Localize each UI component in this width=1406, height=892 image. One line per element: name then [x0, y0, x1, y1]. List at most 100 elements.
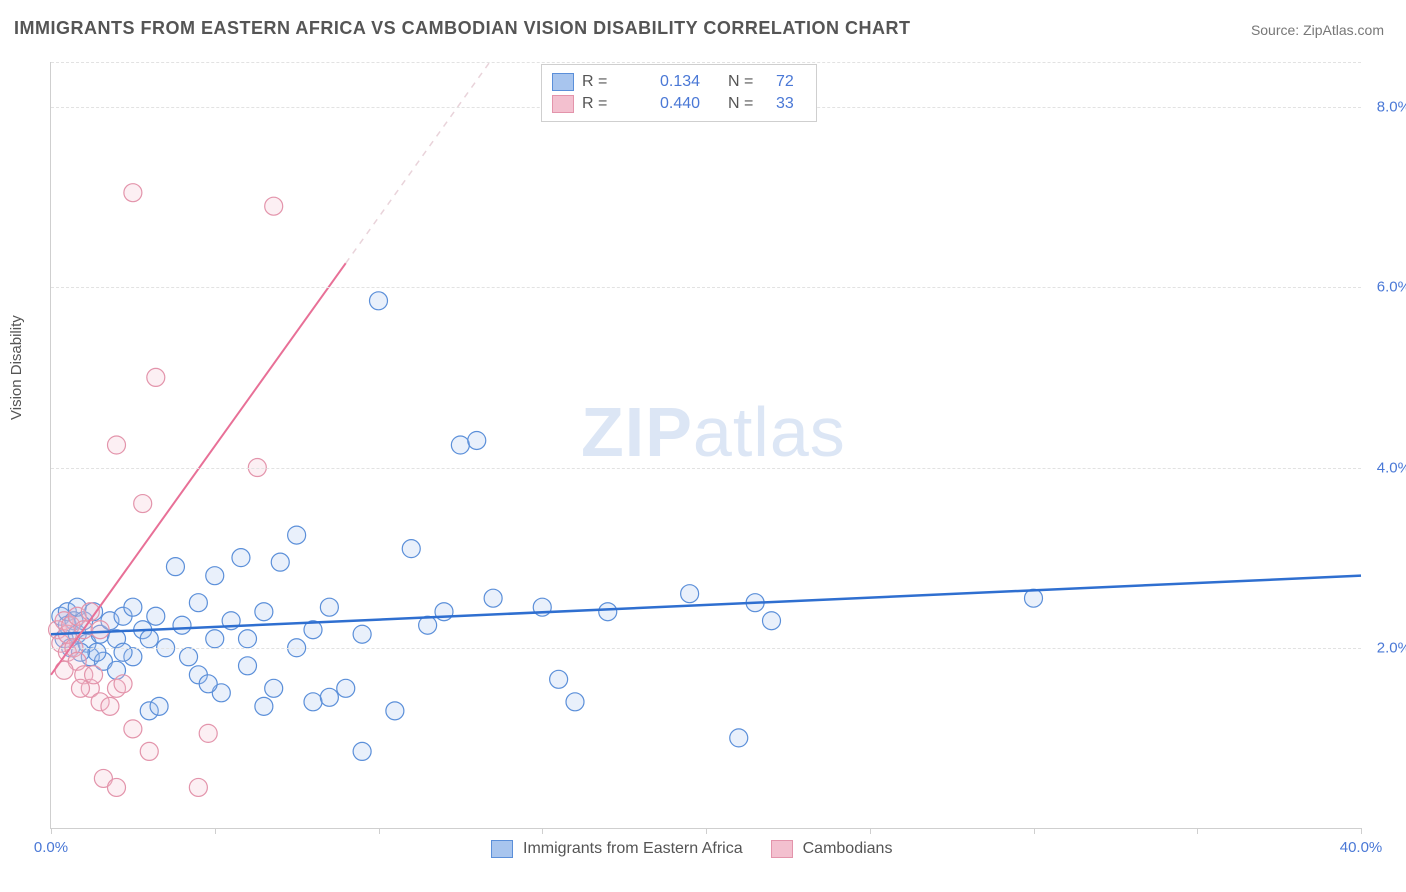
data-point	[337, 679, 355, 697]
data-point	[134, 495, 152, 513]
gridline	[51, 648, 1361, 649]
data-point	[91, 621, 109, 639]
trend-line	[51, 576, 1361, 635]
legend-n-value: 72	[776, 73, 806, 91]
data-point	[140, 630, 158, 648]
data-point	[85, 666, 103, 684]
x-tick-mark	[1361, 828, 1362, 834]
data-point	[566, 693, 584, 711]
x-tick-mark	[215, 828, 216, 834]
data-point	[304, 693, 322, 711]
data-point	[189, 778, 207, 796]
legend-swatch	[771, 840, 793, 858]
data-point	[71, 679, 89, 697]
data-point	[180, 648, 198, 666]
data-point	[206, 630, 224, 648]
data-point	[386, 702, 404, 720]
trend-line	[51, 263, 346, 675]
legend-stats-row: R = 0.134 N = 72	[552, 71, 806, 93]
legend-stats: R = 0.134 N = 72 R = 0.440 N = 33	[541, 64, 817, 122]
legend-swatch	[552, 95, 574, 113]
plot-svg	[51, 62, 1361, 828]
legend-series-label: Cambodians	[803, 840, 893, 858]
legend-r-value: 0.134	[660, 73, 720, 91]
data-point	[150, 697, 168, 715]
y-axis-label: Vision Disability	[8, 315, 25, 420]
data-point	[353, 742, 371, 760]
legend-r-value: 0.440	[660, 95, 720, 113]
data-point	[763, 612, 781, 630]
data-point	[232, 549, 250, 567]
legend-swatch	[491, 840, 513, 858]
data-point	[599, 603, 617, 621]
legend-series-label: Immigrants from Eastern Africa	[523, 840, 743, 858]
data-point	[124, 720, 142, 738]
data-point	[124, 598, 142, 616]
data-point	[255, 697, 273, 715]
source-attribution: Source: ZipAtlas.com	[1251, 22, 1384, 38]
y-tick-label: 6.0%	[1377, 279, 1406, 296]
gridline	[51, 62, 1361, 63]
data-point	[88, 643, 106, 661]
legend-swatch	[552, 73, 574, 91]
legend-stats-row: R = 0.440 N = 33	[552, 93, 806, 115]
data-point	[320, 688, 338, 706]
legend-n-label: N =	[728, 73, 768, 91]
data-point	[199, 724, 217, 742]
legend-r-label: R =	[582, 73, 652, 91]
data-point	[550, 670, 568, 688]
data-point	[1025, 589, 1043, 607]
x-tick-mark	[542, 828, 543, 834]
data-point	[108, 778, 126, 796]
data-point	[199, 675, 217, 693]
y-tick-label: 8.0%	[1377, 99, 1406, 116]
y-tick-label: 2.0%	[1377, 639, 1406, 656]
data-point	[353, 625, 371, 643]
gridline	[51, 468, 1361, 469]
data-point	[730, 729, 748, 747]
data-point	[166, 558, 184, 576]
chart-title: IMMIGRANTS FROM EASTERN AFRICA VS CAMBOD…	[14, 18, 911, 39]
data-point	[124, 184, 142, 202]
data-point	[239, 630, 257, 648]
x-tick-label: 0.0%	[34, 839, 68, 856]
x-tick-mark	[706, 828, 707, 834]
data-point	[370, 292, 388, 310]
data-point	[320, 598, 338, 616]
x-tick-mark	[1197, 828, 1198, 834]
data-point	[147, 607, 165, 625]
data-point	[108, 436, 126, 454]
data-point	[114, 675, 132, 693]
x-tick-label: 40.0%	[1340, 839, 1383, 856]
data-point	[206, 567, 224, 585]
x-tick-mark	[1034, 828, 1035, 834]
data-point	[484, 589, 502, 607]
data-point	[271, 553, 289, 571]
legend-r-label: R =	[582, 95, 652, 113]
data-point	[265, 197, 283, 215]
data-point	[239, 657, 257, 675]
gridline	[51, 287, 1361, 288]
data-point	[402, 540, 420, 558]
data-point	[173, 616, 191, 634]
data-point	[255, 603, 273, 621]
data-point	[681, 585, 699, 603]
data-point	[265, 679, 283, 697]
data-point	[147, 368, 165, 386]
x-tick-mark	[51, 828, 52, 834]
x-tick-mark	[379, 828, 380, 834]
legend-n-label: N =	[728, 95, 768, 113]
plot-area: ZIPatlas 2.0%4.0%6.0%8.0%0.0%40.0%R =0.1…	[50, 62, 1361, 829]
x-tick-mark	[870, 828, 871, 834]
y-tick-label: 4.0%	[1377, 459, 1406, 476]
data-point	[288, 526, 306, 544]
data-point	[140, 742, 158, 760]
data-point	[101, 697, 119, 715]
data-point	[468, 431, 486, 449]
data-point	[451, 436, 469, 454]
legend-n-value: 33	[776, 95, 806, 113]
data-point	[189, 594, 207, 612]
legend-series: Immigrants from Eastern Africa Cambodians	[491, 840, 910, 858]
trend-line-extrapolated	[346, 62, 490, 263]
data-point	[114, 643, 132, 661]
